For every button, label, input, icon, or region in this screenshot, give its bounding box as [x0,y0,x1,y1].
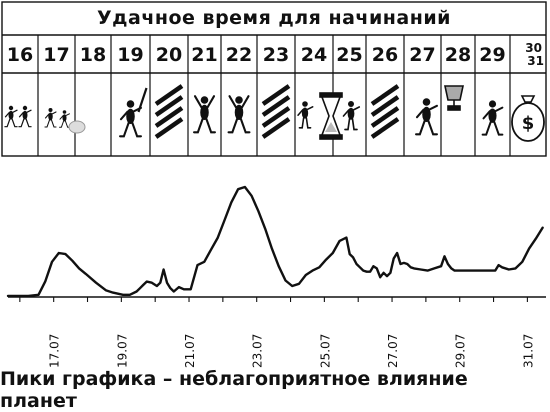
calendar-day-24: 24 [300,44,328,66]
figure-with-stick-icon [119,100,142,138]
x-axis-ticks [19,297,528,302]
x-tick-label: 25.07 [318,334,332,368]
calendar-day-26: 26 [371,44,399,66]
x-tick-label: 23.07 [251,334,265,368]
dollar-sign-label: $ [522,113,535,134]
hatched-stripes-icon [154,84,184,139]
worried-figure-icon [297,101,314,129]
influence-series-line [6,185,544,298]
winner-figure-icon [415,98,438,136]
lucky-days-calendar: $ [1,1,547,157]
calendar-day-19: 19 [117,44,144,66]
calendar-pictograms: $ [4,84,545,142]
money-bag-icon: $ [511,95,545,142]
x-tick-label: 31.07 [521,334,535,368]
figure-carrying-icon [481,100,504,136]
running-figure-icon [44,108,57,128]
calendar-day-18: 18 [79,44,107,66]
hatched-stripes-icon [370,84,400,139]
waiting-figure-icon [342,101,361,131]
chart-caption: Пики графика – неблагоприятное влияние п… [0,368,468,412]
hatched-stripes-icon [261,84,291,139]
calendar-day-31: 31 [527,54,544,68]
trophy-icon [444,85,464,111]
x-tick-label: 19.07 [115,334,129,368]
calendar-day-21: 21 [191,44,218,66]
x-tick-label: 17.07 [48,334,62,368]
calendar-day-30: 30 [525,41,542,55]
running-figure-icon [4,105,18,128]
calendar-day-30-31: 30 31 [510,40,546,70]
dust-cloud-icon [68,120,86,134]
x-tick-label: 29.07 [454,334,468,368]
celebrating-figure-icon [227,95,251,134]
planet-influence-line-chart: 17.07 19.07 21.07 23.07 25.07 27.07 29.07 31.07 [6,185,546,368]
calendar-day-27: 27 [409,44,436,66]
calendar-title: Удачное время для начинаний [97,7,451,29]
hourglass-icon [319,92,343,140]
calendar-day-17: 17 [43,44,70,66]
running-figure-icon [59,110,70,128]
calendar-day-16: 16 [6,44,34,66]
calendar-day-22: 22 [225,44,253,66]
stick-icon [137,87,148,113]
x-axis-tick-labels: 17.07 19.07 21.07 23.07 25.07 27.07 29.07 31.07 [48,334,536,368]
calendar-day-29: 29 [479,44,506,66]
calendar-day-20: 20 [155,44,183,66]
celebrating-figure-icon [193,95,216,134]
running-figure-icon [18,105,32,128]
x-tick-label: 21.07 [183,334,197,368]
calendar-day-28: 28 [444,44,472,66]
calendar-day-23: 23 [262,44,290,66]
x-tick-label: 27.07 [386,334,400,368]
calendar-day-25: 25 [336,44,363,66]
